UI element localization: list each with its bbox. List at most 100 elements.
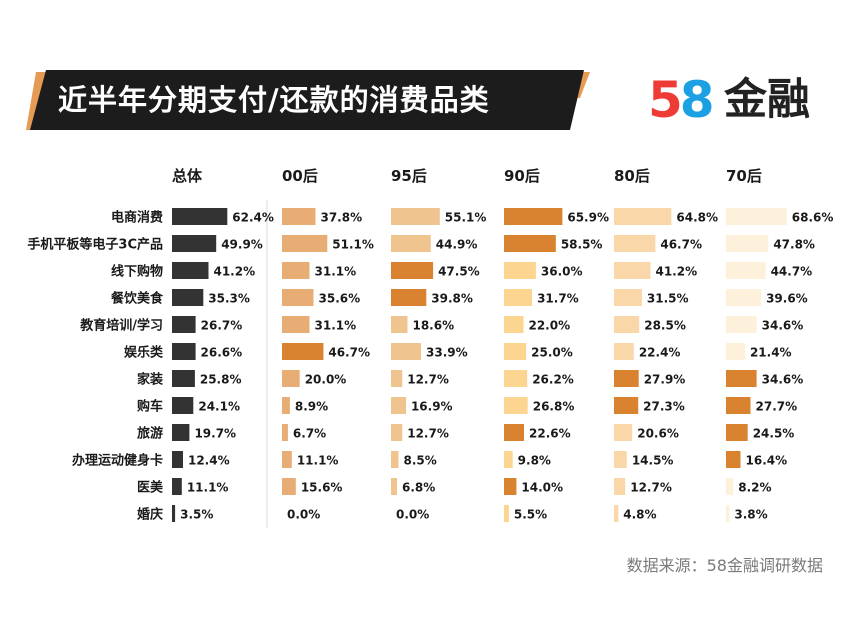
bar [172,316,196,333]
data-label: 21.4% [750,346,792,360]
category-label: 电商消费 [111,210,163,226]
bar [504,262,536,279]
bar [726,424,748,441]
data-label: 20.0% [305,373,347,387]
category-label: 线下购物 [111,264,163,280]
bar [172,208,228,225]
bar [391,289,427,306]
bar [504,370,528,387]
bar [172,505,176,522]
data-label: 18.6% [412,319,454,333]
bar [172,424,190,441]
data-label: 12.4% [188,454,230,468]
logo-digit-5: 5 [648,71,683,129]
data-label: 26.7% [201,319,243,333]
data-label: 35.3% [208,292,250,306]
bar [172,235,217,252]
data-label: 14.0% [521,481,563,495]
bar [726,370,757,387]
bar [172,262,209,279]
category-label: 医美 [137,480,164,496]
data-label: 19.7% [194,427,236,441]
data-label: 26.8% [533,400,575,414]
data-label: 5.5% [514,508,547,522]
data-label: 41.2% [655,265,697,279]
series-header: 70后 [726,167,762,185]
bar [391,370,403,387]
logo-digit-8: 8 [679,71,715,129]
data-label: 31.1% [315,265,357,279]
category-label: 购车 [137,399,163,415]
bar [726,262,766,279]
data-label: 11.1% [297,454,339,468]
data-label: 47.8% [773,238,815,252]
category-label: 婚庆 [137,507,163,523]
data-label: 34.6% [762,319,804,333]
bar [391,208,440,225]
bar [391,235,431,252]
data-label: 25.0% [531,346,573,360]
logo: 58 金融 [648,70,848,130]
data-label: 12.7% [407,373,449,387]
data-label: 46.7% [660,238,702,252]
data-label: 35.6% [319,292,361,306]
data-label: 3.5% [180,508,213,522]
title-banner [26,70,590,130]
category-label: 手机平板等电子3C产品 [27,237,163,253]
bar [391,397,406,414]
data-label: 11.1% [187,481,229,495]
bar [282,289,314,306]
bar [614,262,651,279]
bar [614,424,633,441]
series-header: 90后 [504,167,540,185]
bar [282,316,310,333]
bar [726,451,741,468]
category-label: 旅游 [137,426,163,442]
bar [504,505,509,522]
bar [726,316,757,333]
category-label: 教育培训/学习 [79,318,163,334]
bar [282,208,316,225]
data-label: 26.2% [532,373,574,387]
bar [726,397,751,414]
data-label: 28.5% [644,319,686,333]
bar [391,316,408,333]
data-label: 36.0% [541,265,583,279]
data-label: 8.2% [738,481,771,495]
bar [726,235,769,252]
bar [614,505,619,522]
series-header: 80后 [614,167,650,185]
bar [172,289,204,306]
bar [614,343,634,360]
series-header: 00后 [282,167,318,185]
bar [172,397,194,414]
bar [726,505,730,522]
data-label: 31.7% [537,292,579,306]
bar [391,424,403,441]
data-label: 22.0% [528,319,570,333]
bar [504,478,517,495]
data-label: 27.7% [756,400,798,414]
bar [391,343,421,360]
bar [614,478,626,495]
data-label: 16.9% [411,400,453,414]
data-label: 6.8% [402,481,435,495]
bar [726,478,734,495]
category-label: 家装 [137,372,163,388]
source-note: 数据来源：58金融调研数据 [626,556,823,575]
data-label: 12.7% [630,481,672,495]
data-label: 65.9% [567,211,609,225]
logo-text: 金融 [724,75,810,125]
data-label: 64.8% [676,211,718,225]
bar [504,208,563,225]
series-header: 总体 [172,167,203,185]
data-label: 34.6% [762,373,804,387]
data-label: 39.6% [766,292,808,306]
bar [282,262,310,279]
data-label: 31.5% [647,292,689,306]
bar [172,478,182,495]
data-label: 3.8% [734,508,767,522]
bar [614,235,656,252]
bar [504,397,528,414]
bar [172,451,183,468]
